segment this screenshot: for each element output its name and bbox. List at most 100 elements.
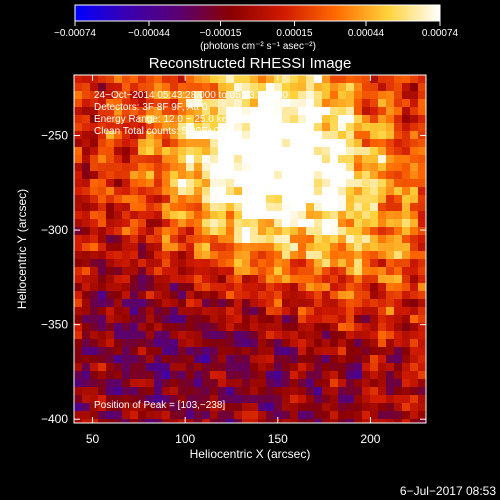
heatmap-cell [186,411,195,420]
heatmap-cell [314,131,323,140]
heatmap-cell [186,259,195,268]
heatmap-cell [402,371,411,380]
heatmap-cell [114,115,123,124]
heatmap-cell [282,251,291,260]
heatmap-cell [274,267,283,276]
heatmap-cell [410,291,419,300]
heatmap-cell [154,371,163,380]
heatmap-cell [90,155,99,164]
heatmap-cell [418,163,426,172]
heatmap-cell [138,259,147,268]
heatmap-cell [210,259,219,268]
heatmap-cell [122,107,131,116]
heatmap-cell [274,91,283,100]
heatmap-cell [98,107,107,116]
heatmap-cell [290,307,299,316]
heatmap-cell [82,307,91,316]
heatmap-cell [282,291,291,300]
heatmap-cell [106,139,115,148]
heatmap-cell [378,227,387,236]
heatmap-cell [386,371,395,380]
heatmap-cell [106,75,115,84]
heatmap-cell [98,123,107,132]
heatmap-cell [170,395,179,404]
heatmap-cell [242,355,251,364]
peak-position-label: Position of Peak = [103,−238] [94,400,225,411]
heatmap-cell [410,211,419,220]
heatmap-cell [346,411,355,420]
heatmap-cell [290,115,299,124]
heatmap-cell [362,75,371,84]
heatmap-cell [178,331,187,340]
heatmap-cell [298,251,307,260]
heatmap-cell [194,91,203,100]
heatmap-cell [162,363,171,372]
heatmap-cell [114,179,123,188]
heatmap-cell [186,315,195,324]
heatmap-cell [370,275,379,284]
heatmap-cell [290,387,299,396]
heatmap-cell [330,267,339,276]
heatmap-cell [170,387,179,396]
colorbar [74,4,441,22]
heatmap-cell [258,187,267,196]
heatmap-cell [234,395,243,404]
heatmap-cell [130,283,139,292]
heatmap-cell [162,395,171,404]
heatmap-cell [138,139,147,148]
heatmap-cell [82,211,91,220]
heatmap-cell [298,171,307,180]
heatmap-cell [218,123,227,132]
heatmap-cell [106,195,115,204]
heatmap-cell [122,347,131,356]
heatmap-cell [370,155,379,164]
heatmap-cell [178,91,187,100]
heatmap-cell [322,387,331,396]
heatmap-cell [386,395,395,404]
heatmap-cell [210,163,219,172]
heatmap-cell [170,347,179,356]
heatmap-cell [418,363,426,372]
heatmap-cell [130,171,139,180]
heatmap-cell [138,219,147,228]
heatmap-cell [258,323,267,332]
heatmap-cell [74,75,83,84]
heatmap-cell [82,323,91,332]
heatmap-cell [234,139,243,148]
heatmap-cell [378,387,387,396]
heatmap-cell [338,75,347,84]
heatmap-cell [186,251,195,260]
heatmap-cell [98,235,107,244]
heatmap-cell [306,115,315,124]
heatmap-cell [306,347,315,356]
heatmap-cell [114,219,123,228]
heatmap-cell [402,339,411,348]
heatmap-cell [322,291,331,300]
heatmap-cell [186,123,195,132]
heatmap-cell [90,259,99,268]
heatmap-cell [98,139,107,148]
heatmap-cell [82,355,91,364]
heatmap-cell [258,315,267,324]
heatmap-cell [370,107,379,116]
heatmap-cell [242,267,251,276]
heatmap-cell [202,323,211,332]
heatmap-cell [250,251,259,260]
heatmap-cell [178,155,187,164]
heatmap-cell [282,259,291,268]
heatmap-cell [82,115,91,124]
heatmap-cell [170,75,179,84]
heatmap-cell [362,307,371,316]
heatmap-cell [114,267,123,276]
heatmap-cell [394,411,403,420]
heatmap-cell [138,283,147,292]
heatmap-cell [114,307,123,316]
heatmap-cell [82,123,91,132]
heatmap-cell [394,107,403,116]
heatmap-cell [234,419,243,423]
heatmap-cell [122,339,131,348]
heatmap-cell [250,395,259,404]
heatmap-cell [98,411,107,420]
heatmap-cell [418,323,426,332]
heatmap-cell [298,267,307,276]
